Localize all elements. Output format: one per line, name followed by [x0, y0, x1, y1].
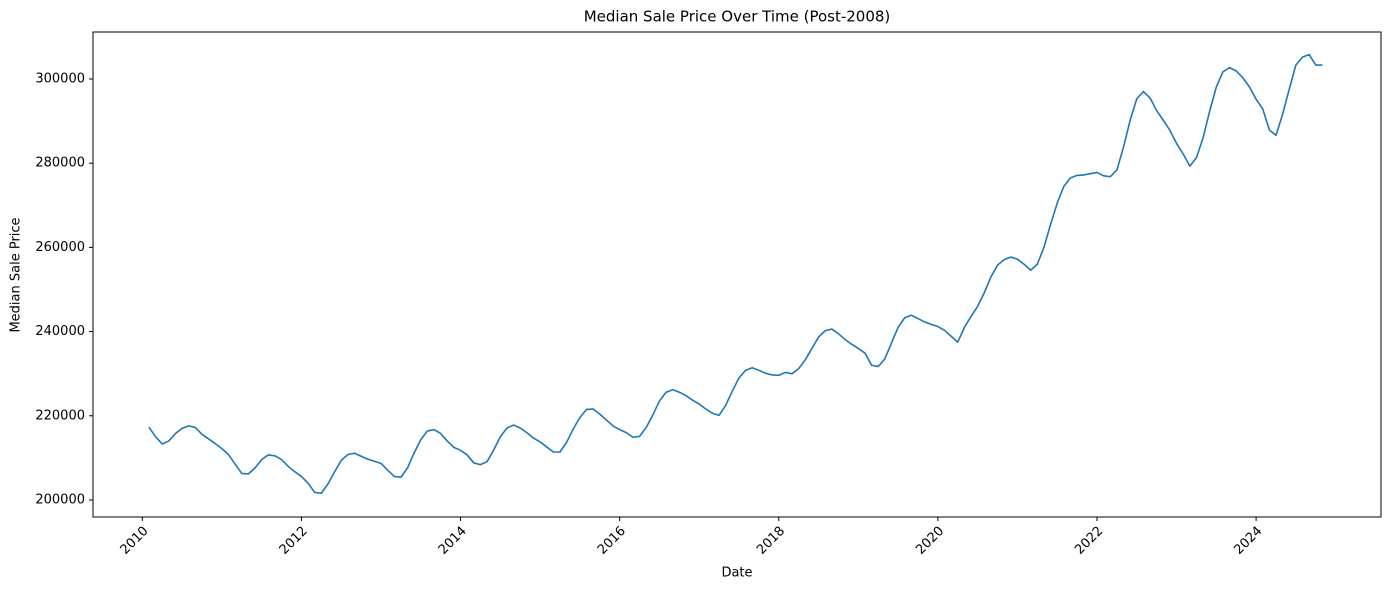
data-line — [148, 53, 1323, 495]
y-tick-label: 240000 — [35, 324, 85, 339]
y-tick-label: 200000 — [35, 492, 85, 507]
y-tick-label: 220000 — [35, 408, 85, 423]
y-tick-label: 300000 — [35, 71, 85, 86]
chart-title: Median Sale Price Over Time (Post-2008) — [584, 8, 891, 26]
plot-frame — [92, 31, 1382, 518]
y-tick-label: 260000 — [35, 240, 85, 255]
y-axis-label: Median Sale Price — [9, 217, 24, 332]
x-axis-label: Date — [721, 566, 752, 581]
y-tick-label: 280000 — [35, 156, 85, 171]
